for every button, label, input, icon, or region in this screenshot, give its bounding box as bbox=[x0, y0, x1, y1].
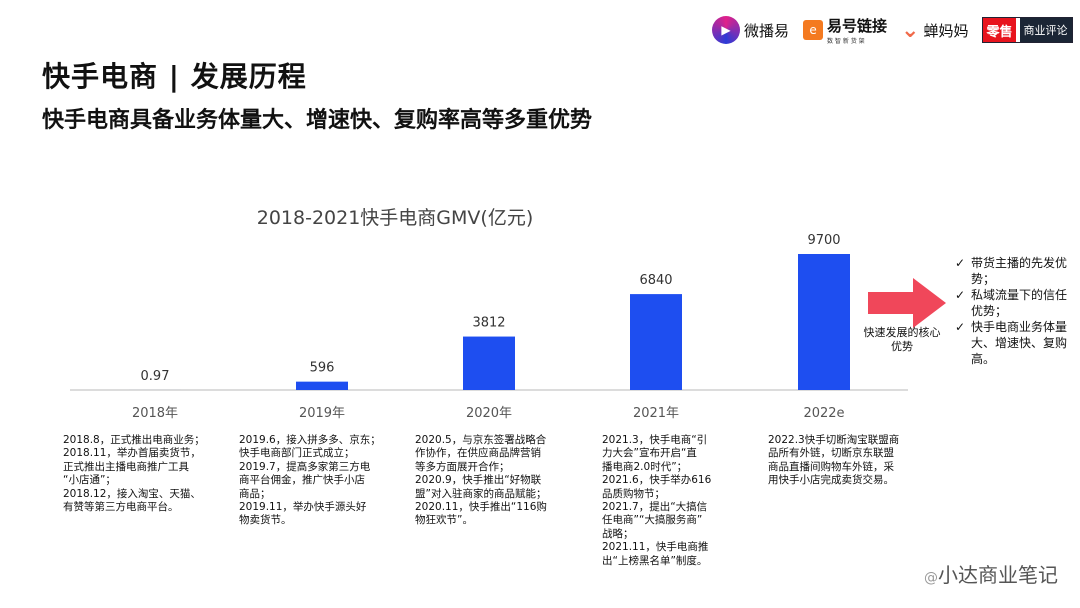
bar bbox=[798, 254, 850, 390]
logo-yihao: e 易号链接数 智 新 货 架 bbox=[803, 15, 887, 45]
logo-text: 易号链接 bbox=[827, 17, 888, 35]
watermark: @小达商业笔记 bbox=[924, 559, 1058, 588]
bar bbox=[463, 336, 515, 390]
watermark-prefix: @ bbox=[924, 570, 938, 586]
data-label: 6840 bbox=[639, 273, 672, 288]
advantage-item: 私域流量下的信任优势； bbox=[955, 287, 1075, 319]
logo-text: 商业评论 bbox=[1019, 18, 1072, 42]
page-subtitle: 快手电商具备业务体量大、增速快、复购率高等多重优势 bbox=[42, 108, 593, 133]
milestone-description: 2022.3快手切断淘宝联盟商 品所有外链，切断京东联盟 商品直播间购物车外链，… bbox=[768, 434, 900, 487]
milestone-description: 2021.3，快手电商“引 力大会”宣布开启“直 播电商2.0时代”； 2021… bbox=[602, 434, 712, 567]
page-title: 快手电商 | 发展历程 bbox=[42, 60, 307, 93]
cart-icon: e bbox=[803, 20, 824, 40]
logo-text: 零售 bbox=[983, 18, 1016, 42]
logo-retail-review: 零售 商业评论 bbox=[982, 17, 1073, 43]
category-label: 2019年 bbox=[299, 406, 345, 421]
logo-text: 微播易 bbox=[744, 21, 790, 40]
milestone-description: 2019.6，接入拼多多、京东； 快手电商部门正式成立； 2019.7，提高多家… bbox=[239, 434, 381, 527]
category-label: 2022e bbox=[803, 406, 844, 421]
chanmama-icon: ⌄ bbox=[901, 17, 920, 43]
milestone-description: 2020.5，与京东签署战略合 作协作，在供应商品牌营销 等多方面展开合作； 2… bbox=[415, 434, 547, 527]
logo-chanmama: ⌄ 蝉妈妈 bbox=[901, 18, 968, 43]
core-advantage-label: 快速发展的核心优势 bbox=[863, 326, 941, 353]
logo-tagline: 数 智 新 货 架 bbox=[827, 38, 865, 45]
watermark-text: 小达商业笔记 bbox=[938, 563, 1058, 587]
advantages-list: 带货主播的先发优势； 私域流量下的信任优势； 快手电商业务体量大、增速快、复购高… bbox=[955, 255, 1075, 367]
data-label: 3812 bbox=[472, 316, 505, 331]
chart-title: 2018-2021快手电商GMV(亿元) bbox=[256, 207, 534, 229]
milestone-description: 2018.8，正式推出电商业务； 2018.11，举办首届卖货节， 正式推出主播… bbox=[63, 434, 205, 514]
advantage-item: 快手电商业务体量大、增速快、复购高。 bbox=[955, 319, 1075, 367]
bar bbox=[296, 381, 348, 390]
category-label: 2021年 bbox=[633, 406, 679, 421]
arrow-right-icon bbox=[868, 278, 946, 328]
logo-text: 蝉妈妈 bbox=[923, 21, 969, 40]
bar bbox=[630, 294, 682, 390]
data-label: 0.97 bbox=[141, 369, 170, 384]
partner-logos: ▶ 微播易 e 易号链接数 智 新 货 架 ⌄ 蝉妈妈 零售 商业评论 bbox=[712, 12, 1073, 48]
category-label: 2020年 bbox=[466, 406, 512, 421]
play-icon: ▶ bbox=[712, 16, 740, 44]
category-label: 2018年 bbox=[132, 406, 178, 421]
logo-weiboyi: ▶ 微播易 bbox=[712, 16, 789, 44]
data-label: 596 bbox=[310, 361, 335, 376]
data-label: 9700 bbox=[807, 233, 840, 248]
advantage-item: 带货主播的先发优势； bbox=[955, 255, 1075, 287]
